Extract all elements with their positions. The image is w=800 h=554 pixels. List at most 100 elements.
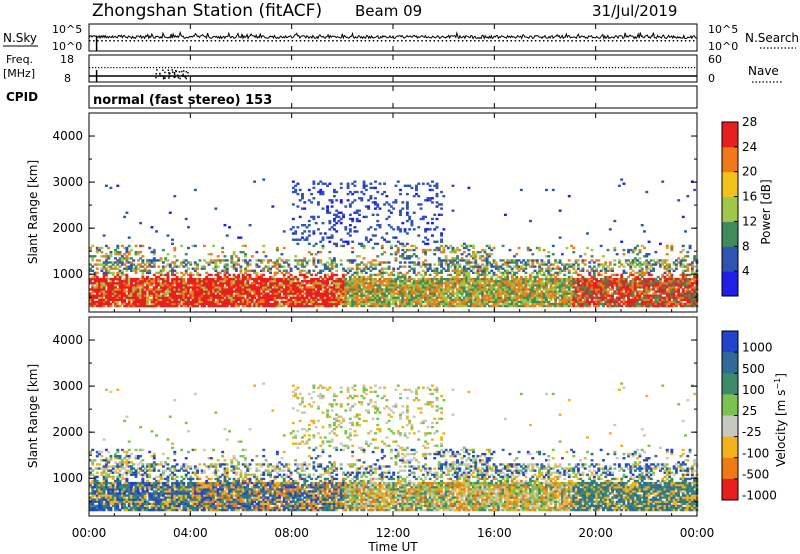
power-cell xyxy=(111,292,115,295)
power-cell xyxy=(104,244,108,248)
nave-dot xyxy=(484,67,486,69)
power-cell xyxy=(431,290,434,293)
noise-search-dot xyxy=(559,40,561,42)
power-cell xyxy=(567,300,571,304)
power-cell xyxy=(588,304,592,308)
nave-dot xyxy=(353,67,355,69)
power-cell xyxy=(125,259,129,262)
power-cell xyxy=(143,282,147,285)
power-cell xyxy=(223,224,227,227)
power-cell xyxy=(542,282,546,285)
power-cell xyxy=(490,248,494,252)
power-cell xyxy=(435,298,439,302)
power-cell xyxy=(474,284,478,287)
power-cell xyxy=(264,304,268,308)
power-cell xyxy=(597,302,601,306)
power-cell xyxy=(526,294,530,297)
power-cell xyxy=(127,244,131,248)
power-cell xyxy=(328,284,332,287)
power-cell xyxy=(533,265,537,268)
power-cell xyxy=(348,224,352,227)
power-cell xyxy=(469,294,473,297)
power-cell xyxy=(123,292,127,295)
power-cell xyxy=(549,279,553,283)
power-cell xyxy=(107,304,111,308)
power-cell xyxy=(248,304,252,308)
power-cell xyxy=(474,296,478,299)
power-cell xyxy=(180,298,184,302)
nave-dot xyxy=(572,67,574,69)
power-cell xyxy=(214,294,218,297)
power-cell xyxy=(369,197,373,200)
power-cell xyxy=(462,302,466,306)
power-cell xyxy=(522,259,526,262)
power-cell xyxy=(221,294,225,297)
power-cell xyxy=(207,296,211,299)
power-cell xyxy=(255,282,259,285)
noise-search-dot xyxy=(397,40,399,42)
power-cell xyxy=(102,298,106,302)
power-cell xyxy=(565,296,569,299)
power-cell xyxy=(196,292,200,295)
power-cell xyxy=(506,277,510,281)
power-cell xyxy=(157,290,161,293)
power-cell xyxy=(476,273,480,277)
power-cell xyxy=(408,302,412,306)
power-cell xyxy=(189,273,193,277)
power-cell xyxy=(490,290,494,293)
power-cell xyxy=(148,277,152,281)
power-cell xyxy=(435,304,439,308)
power-cell xyxy=(611,294,614,297)
power-cell xyxy=(216,277,220,281)
power-cell xyxy=(369,286,373,289)
power-cell xyxy=(351,288,355,291)
power-cell xyxy=(152,296,156,299)
nave-dot xyxy=(684,67,687,69)
power-cell xyxy=(590,286,594,289)
power-cell xyxy=(399,282,402,285)
power-cell xyxy=(602,286,605,289)
power-cell xyxy=(218,304,222,308)
power-cell xyxy=(576,284,580,287)
power-cell xyxy=(212,288,215,291)
nave-dot xyxy=(578,67,580,69)
power-cell xyxy=(567,269,571,272)
power-cell xyxy=(326,282,329,285)
power-cell xyxy=(150,279,154,283)
power-cell xyxy=(494,261,498,264)
power-cell xyxy=(182,302,186,306)
power-cell xyxy=(437,290,441,293)
power-cell xyxy=(367,205,371,208)
power-cell xyxy=(481,288,485,291)
power-cell xyxy=(510,296,514,299)
power-cell xyxy=(98,288,101,291)
noise-search-dot xyxy=(449,40,452,42)
power-cell xyxy=(371,267,375,270)
power-cell xyxy=(168,282,172,285)
power-cell xyxy=(182,261,186,264)
power-cell xyxy=(127,250,131,254)
noise-search-dot xyxy=(542,40,545,42)
power-cell xyxy=(428,228,432,231)
power-cell xyxy=(346,282,350,285)
power-cell xyxy=(433,284,437,287)
power-cell xyxy=(383,292,386,295)
power-cell xyxy=(431,234,434,237)
power-cell xyxy=(433,286,437,289)
power-cell xyxy=(116,298,120,302)
power-cell xyxy=(549,294,553,297)
power-cell xyxy=(592,275,596,279)
power-cell xyxy=(488,286,491,289)
power-cell xyxy=(380,282,384,285)
noise-search-dot xyxy=(567,40,569,42)
power-cell xyxy=(141,244,145,248)
power-cell xyxy=(171,271,174,275)
power-cell xyxy=(198,259,202,262)
power-cell xyxy=(330,236,334,239)
power-cell xyxy=(159,300,163,304)
power-cell xyxy=(545,300,548,304)
power-cell xyxy=(611,282,614,285)
power-cell xyxy=(494,292,498,295)
power-cell xyxy=(310,296,314,299)
power-cell xyxy=(339,263,343,266)
